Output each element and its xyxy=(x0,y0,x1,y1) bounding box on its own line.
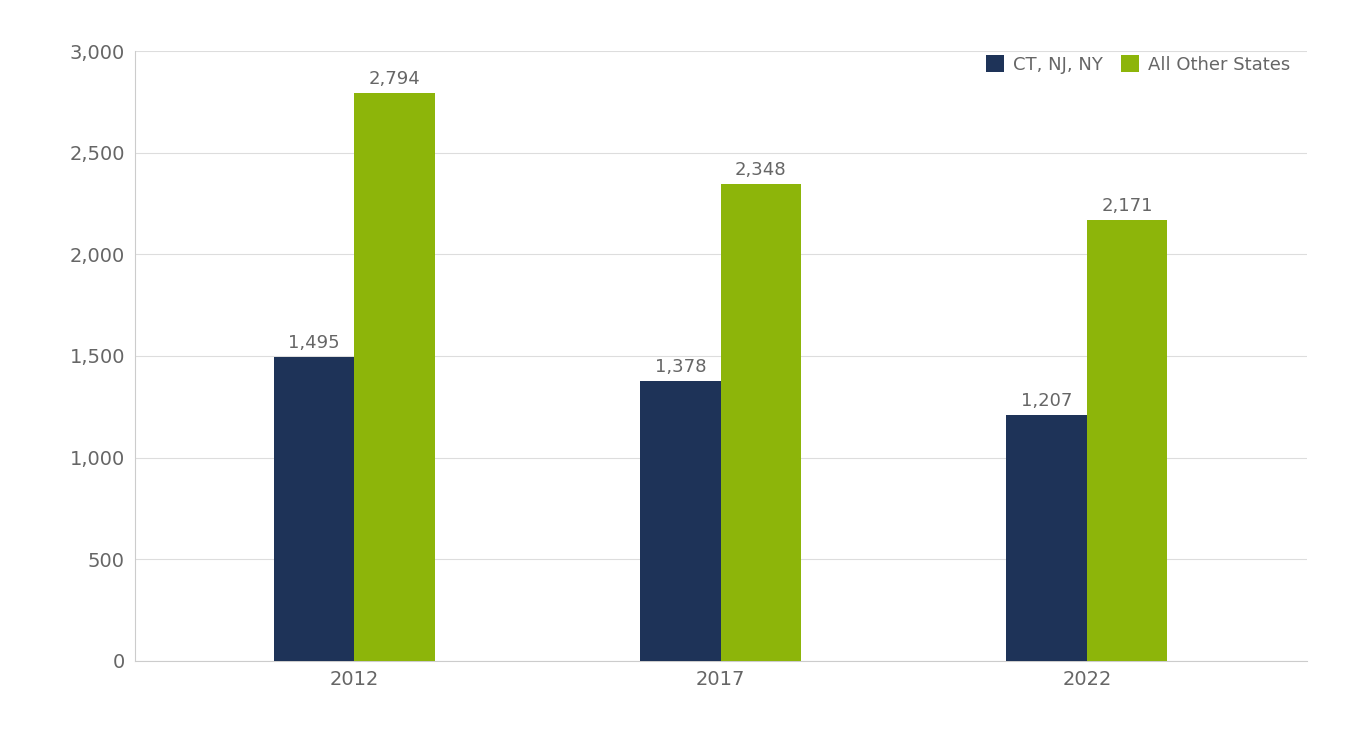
Text: 1,378: 1,378 xyxy=(655,357,706,376)
Bar xyxy=(640,381,721,661)
Text: 2,348: 2,348 xyxy=(735,161,787,178)
Bar xyxy=(1006,415,1087,661)
Bar xyxy=(1087,219,1168,661)
Legend: CT, NJ, NY, All Other States: CT, NJ, NY, All Other States xyxy=(979,48,1297,81)
Bar xyxy=(273,357,354,661)
Text: 1,207: 1,207 xyxy=(1021,393,1072,410)
Bar xyxy=(354,93,435,661)
Text: 2,171: 2,171 xyxy=(1102,197,1153,214)
Text: 1,495: 1,495 xyxy=(288,334,339,352)
Bar xyxy=(721,184,801,661)
Text: 2,794: 2,794 xyxy=(369,70,420,88)
